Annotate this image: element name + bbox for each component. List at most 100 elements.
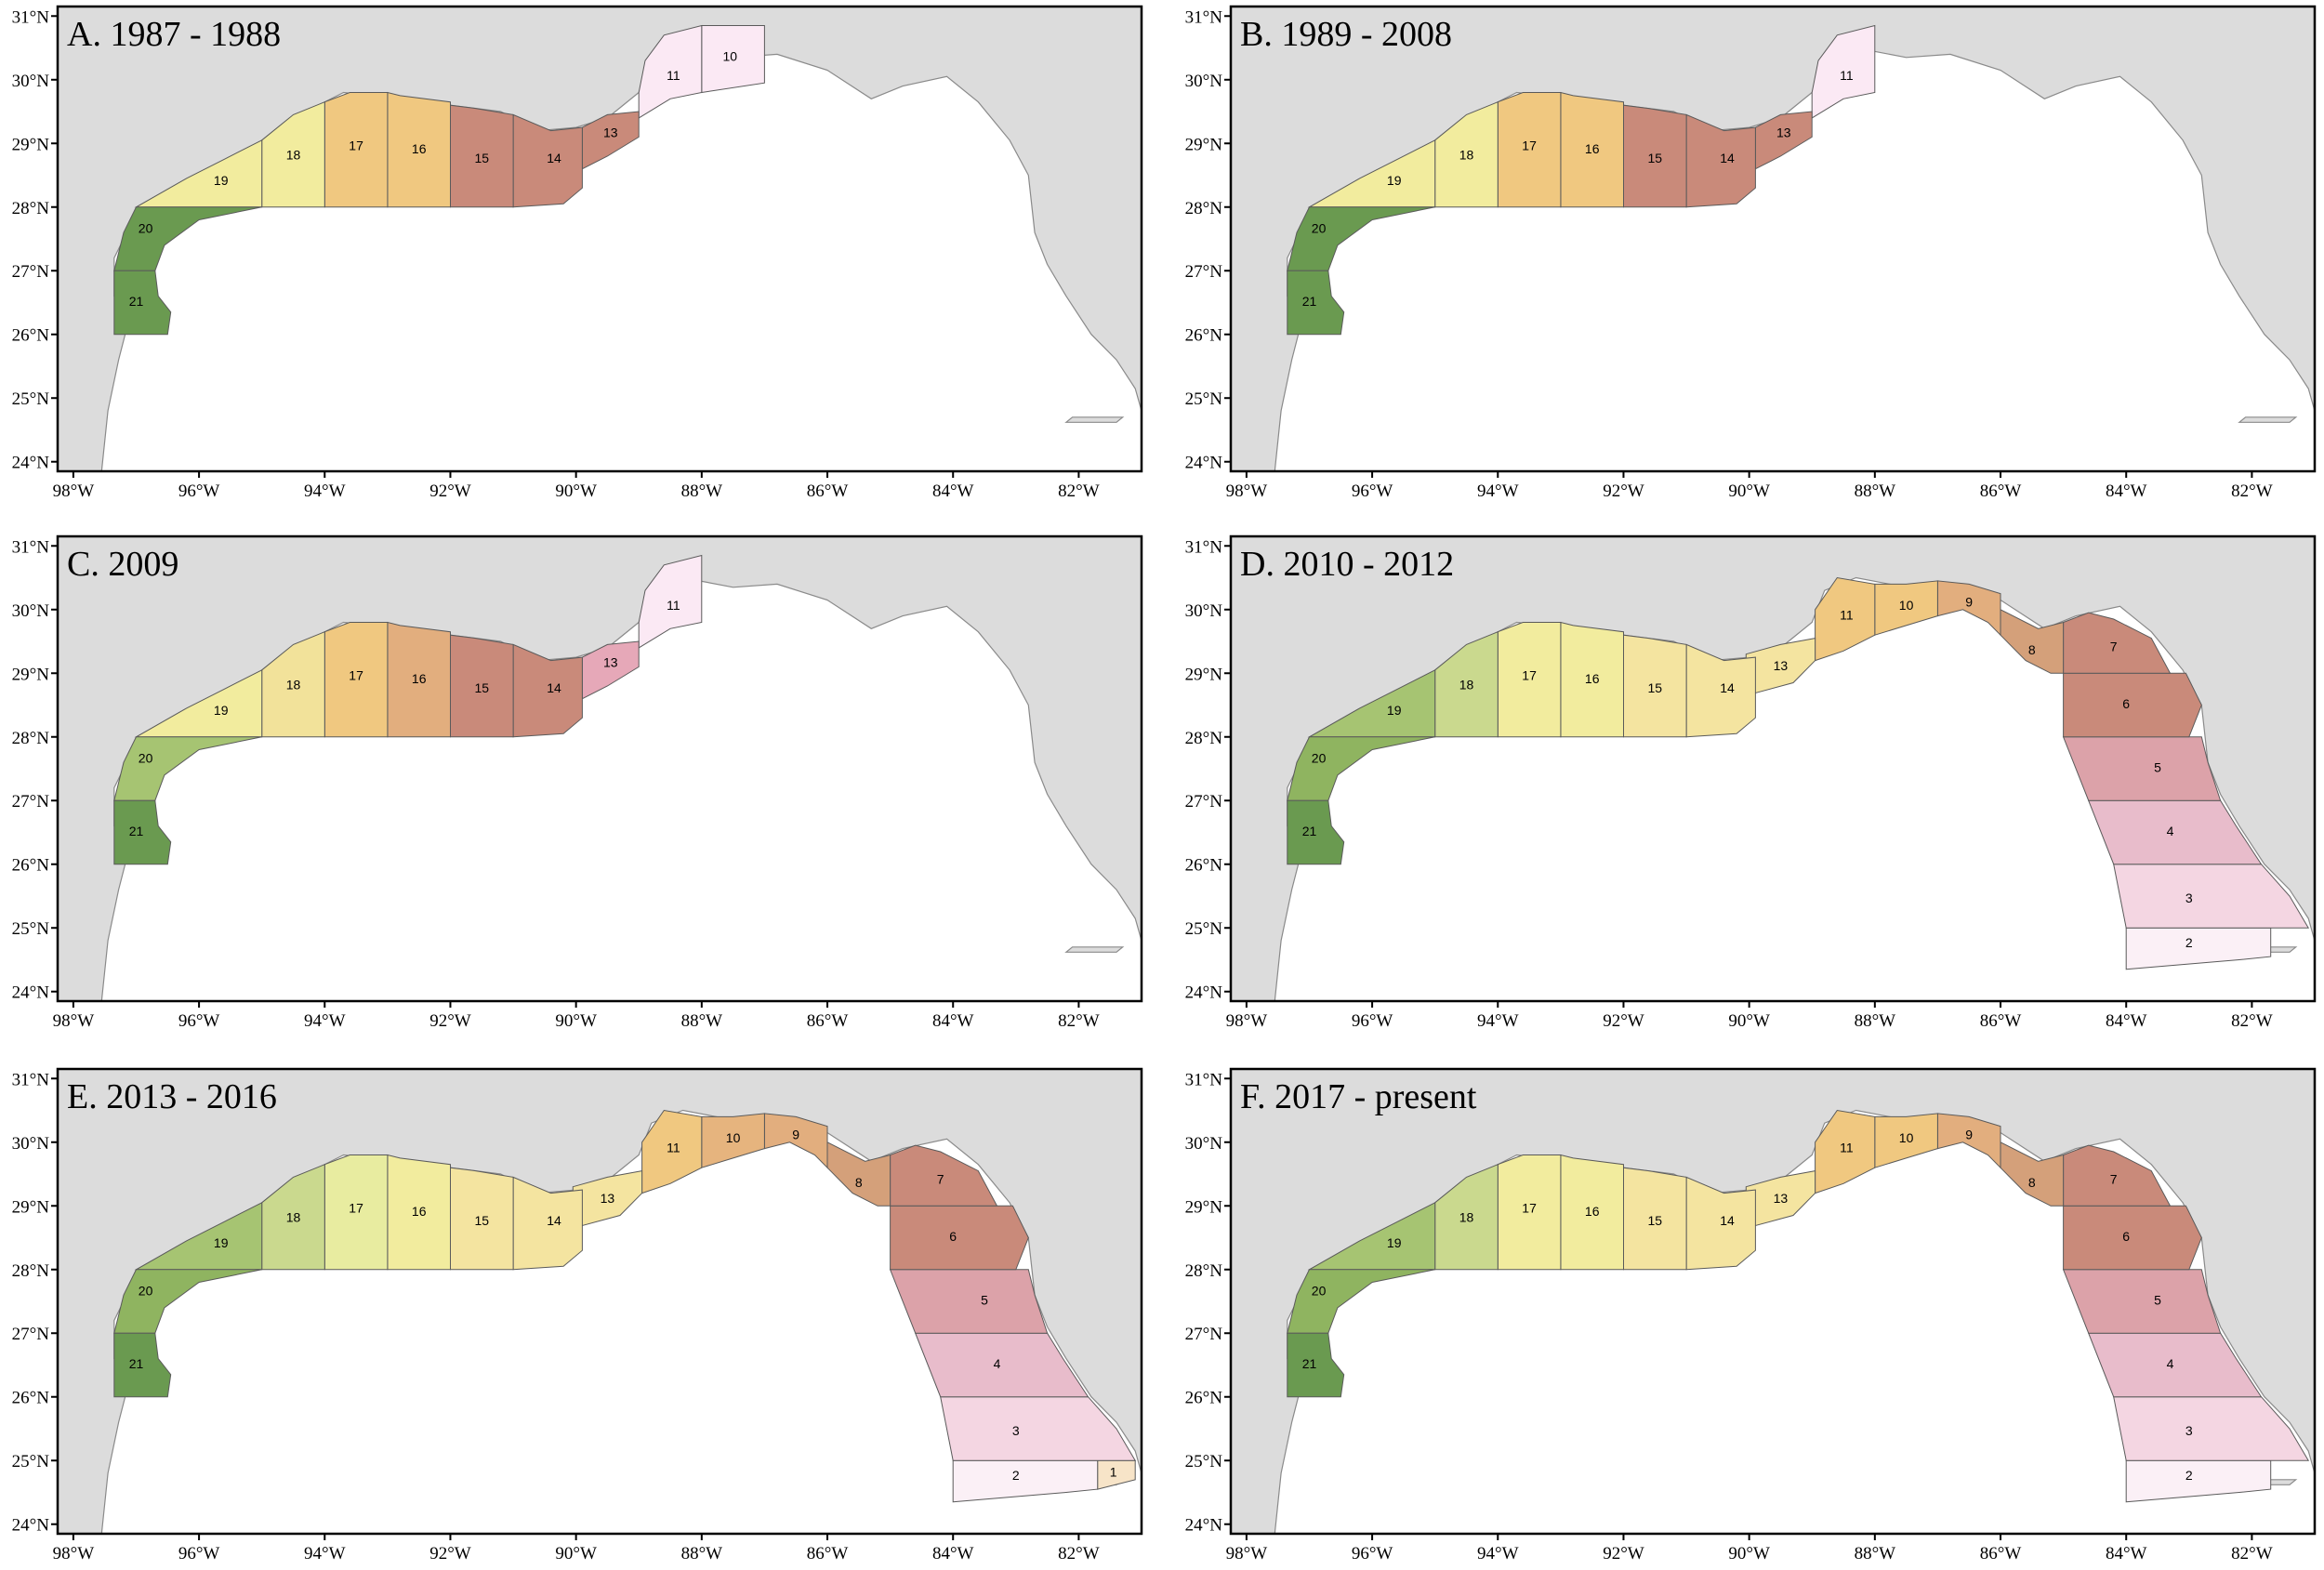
stat-zone-2 xyxy=(2125,927,2272,970)
stat-zone-8 xyxy=(2000,1141,2065,1207)
lat-tick-label: 31°N xyxy=(1185,537,1223,557)
zone-label: 16 xyxy=(1585,141,1600,156)
zone-label: 18 xyxy=(286,148,301,163)
lon-tick-label: 88°W xyxy=(1855,1011,1896,1031)
lon-tick-label: 96°W xyxy=(1352,482,1393,501)
florida-keys xyxy=(2238,416,2298,423)
lon-tick-label: 90°W xyxy=(555,1011,597,1031)
lon-tick-label: 90°W xyxy=(555,482,597,501)
panel-frame xyxy=(56,534,1143,1003)
stat-zone-11 xyxy=(1815,1109,1876,1194)
zone-label: 10 xyxy=(1899,1130,1914,1145)
panel-title: C. 2009 xyxy=(67,545,178,584)
lat-tick-label: 30°N xyxy=(1185,601,1223,621)
land-mass xyxy=(1141,384,1142,415)
land-mass xyxy=(1141,914,1142,945)
lon-tick-label: 92°W xyxy=(429,1544,471,1563)
zone-label: 15 xyxy=(1648,680,1663,695)
lon-tick-label: 82°W xyxy=(2231,1544,2273,1563)
lat-tick-label: 24°N xyxy=(12,983,50,1003)
lon-tick-label: 88°W xyxy=(1855,482,1896,501)
zone-label: 19 xyxy=(214,1235,229,1250)
zone-label: 11 xyxy=(667,68,680,83)
stat-zone-21 xyxy=(113,1332,172,1398)
lat-tick-label: 30°N xyxy=(1185,1134,1223,1154)
zone-label: 14 xyxy=(547,151,561,165)
zone-label: 19 xyxy=(1387,1235,1402,1250)
lat-tick-label: 25°N xyxy=(1185,919,1223,939)
lat-tick-label: 26°N xyxy=(12,1389,50,1408)
lat-tick-label: 31°N xyxy=(1185,7,1223,27)
lon-tick-label: 96°W xyxy=(178,1544,220,1563)
stat-zone-11 xyxy=(641,1109,703,1194)
zone-label: 15 xyxy=(1648,151,1663,165)
map-panel: 11 13 14 15 16 17 18 19 20 21 C. 2009 98°W 96°W 94°W 9… xyxy=(12,534,1143,1031)
zone-label: 4 xyxy=(994,1356,1001,1371)
stat-zone-4 xyxy=(914,1332,1089,1398)
lon-tick-label: 82°W xyxy=(2231,1011,2273,1031)
zone-label: 14 xyxy=(547,680,561,695)
lat-tick-label: 31°N xyxy=(12,1070,50,1089)
lon-tick-label: 96°W xyxy=(178,1011,220,1031)
lon-tick-label: 86°W xyxy=(807,1011,849,1031)
lon-tick-label: 90°W xyxy=(1728,1011,1770,1031)
zone-label: 21 xyxy=(1302,1356,1317,1371)
land-mass xyxy=(2314,914,2315,945)
florida-keys xyxy=(1064,946,1125,953)
stat-zone-5 xyxy=(2062,1269,2222,1334)
zone-label: 7 xyxy=(2110,1172,2118,1187)
zone-label: 10 xyxy=(1899,598,1914,613)
lat-tick-label: 26°N xyxy=(1185,856,1223,876)
lon-tick-label: 84°W xyxy=(932,1011,974,1031)
lon-tick-label: 94°W xyxy=(1477,1011,1519,1031)
zone-label: 17 xyxy=(1522,138,1537,152)
zone-label: 8 xyxy=(855,1175,863,1190)
lon-tick-label: 86°W xyxy=(1980,482,2022,501)
lat-tick-label: 29°N xyxy=(12,665,50,684)
zone-label: 13 xyxy=(603,655,618,670)
lat-tick-label: 28°N xyxy=(12,729,50,748)
lat-tick-label: 29°N xyxy=(12,1197,50,1217)
zone-label: 18 xyxy=(286,678,301,693)
zone-label: 20 xyxy=(1312,220,1327,235)
lat-tick-label: 28°N xyxy=(12,1261,50,1281)
lon-tick-label: 84°W xyxy=(2106,482,2147,501)
lat-tick-label: 28°N xyxy=(12,199,50,218)
zone-label: 15 xyxy=(1648,1213,1663,1228)
zone-label: 13 xyxy=(603,125,618,140)
stat-zone-4 xyxy=(2087,799,2263,865)
lon-tick-label: 98°W xyxy=(53,1011,95,1031)
lat-tick-label: 30°N xyxy=(1185,72,1223,91)
lon-tick-label: 84°W xyxy=(2106,1011,2147,1031)
zone-label: 17 xyxy=(1522,1200,1537,1215)
zone-label: 19 xyxy=(1387,703,1402,718)
zone-label: 21 xyxy=(129,824,144,838)
stat-zone-5 xyxy=(889,1269,1049,1334)
zone-label: 5 xyxy=(2154,760,2161,775)
stat-zone-8 xyxy=(2000,608,2065,674)
zone-label: 4 xyxy=(2167,824,2174,838)
lat-tick-label: 27°N xyxy=(12,1325,50,1344)
map-panel: 10 11 13 14 15 16 17 18 19 20 21 A. 1987 - 1988 98°W… xyxy=(12,5,1143,501)
lon-tick-label: 88°W xyxy=(1855,1544,1896,1563)
zone-label: 16 xyxy=(412,1204,427,1219)
lat-tick-label: 25°N xyxy=(1185,389,1223,409)
lon-tick-label: 90°W xyxy=(555,1544,597,1563)
lon-tick-label: 82°W xyxy=(1058,482,1100,501)
stat-zone-5 xyxy=(2062,736,2222,801)
map-panel: 11 13 14 15 16 17 18 19 20 21 B. 1989 - 2008 98°W 96… xyxy=(1185,5,2317,501)
zone-label: 2 xyxy=(2185,935,2193,950)
stat-zone-6 xyxy=(2063,1205,2202,1271)
lon-tick-label: 96°W xyxy=(1352,1011,1393,1031)
lon-tick-label: 82°W xyxy=(1058,1011,1100,1031)
panel-title: B. 1989 - 2008 xyxy=(1240,15,1452,54)
lat-tick-label: 25°N xyxy=(12,389,50,409)
lat-tick-label: 26°N xyxy=(12,326,50,346)
lat-tick-label: 24°N xyxy=(1185,983,1223,1003)
lat-tick-label: 28°N xyxy=(1185,729,1223,748)
lon-tick-label: 90°W xyxy=(1728,482,1770,501)
zone-label: 17 xyxy=(349,667,363,682)
zone-label: 19 xyxy=(214,703,229,718)
zone-label: 5 xyxy=(2154,1293,2161,1308)
stat-zone-20 xyxy=(1287,1269,1435,1334)
